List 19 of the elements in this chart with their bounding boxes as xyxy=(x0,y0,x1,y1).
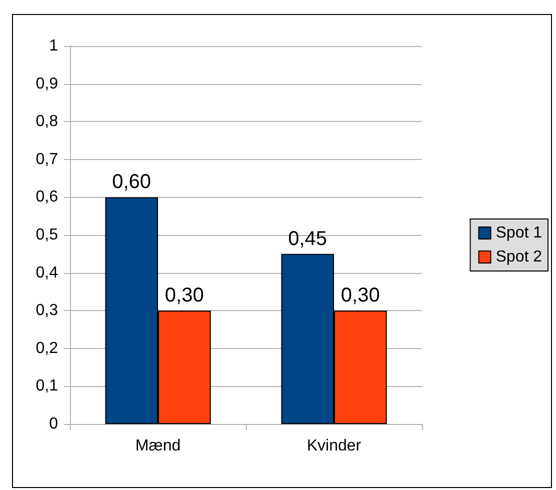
data-label: 0,30 xyxy=(164,284,204,307)
y-tick-label: 0,4 xyxy=(36,264,58,282)
y-tick-label: 0,2 xyxy=(36,340,58,357)
y-tick-label: 0,1 xyxy=(36,378,58,395)
y-tick-label: 1 xyxy=(49,38,58,54)
y-tick-label: 0,5 xyxy=(36,226,58,244)
legend-label: Spot 1 xyxy=(496,224,542,242)
y-tick-label: 0 xyxy=(49,416,58,432)
y-tick-label: 0,8 xyxy=(36,113,58,130)
y-tick-label: 0,6 xyxy=(36,188,58,206)
x-tick-label: Kvinder xyxy=(306,438,362,454)
y-tick-label: 0,9 xyxy=(36,75,58,92)
y-tick-label: 0,3 xyxy=(36,302,58,320)
data-label: 0,60 xyxy=(112,171,152,194)
data-label: 0,30 xyxy=(340,284,380,307)
x-tick-label: Mænd xyxy=(135,438,181,454)
y-tick-label: 0,7 xyxy=(36,150,58,168)
data-label: 0,45 xyxy=(288,228,328,250)
legend-label: Spot 2 xyxy=(496,248,542,266)
